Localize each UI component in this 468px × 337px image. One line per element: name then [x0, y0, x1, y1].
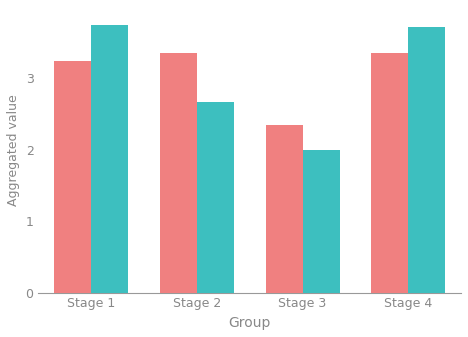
Bar — [302, 150, 339, 293]
Bar — [160, 53, 197, 293]
X-axis label: Group: Group — [228, 316, 271, 330]
Bar — [54, 61, 91, 293]
Bar — [91, 25, 128, 293]
Bar — [408, 27, 445, 293]
Bar — [371, 53, 408, 293]
Y-axis label: Aggregated value: Aggregated value — [7, 94, 20, 206]
Bar — [197, 102, 234, 293]
Bar — [265, 125, 302, 293]
